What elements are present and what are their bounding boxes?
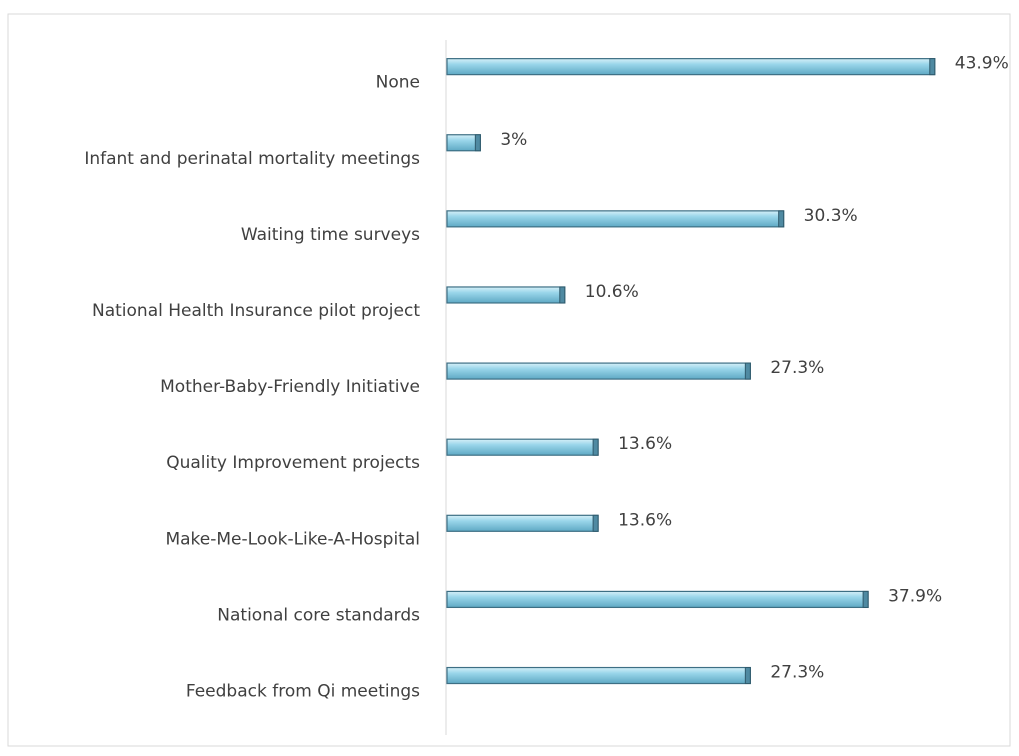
y-tick-label: Make-Me-Look-Like-A-Hospital [165,529,420,549]
bar [446,58,936,76]
y-tick-label: Feedback from Qi meetings [186,682,420,702]
bar [446,286,566,304]
y-tick-label: None [376,73,420,93]
data-label: 13.6% [618,510,672,530]
bar-end-cap [744,667,751,685]
bar [446,514,599,532]
bar-end-cap [744,362,751,380]
y-tick-label: National core standards [217,605,420,625]
bar-end-cap [929,58,936,76]
bar [446,438,599,456]
data-label: 3% [500,130,527,150]
bar-end-cap [592,514,599,532]
data-label: 37.9% [888,586,942,606]
bar-end-cap [778,210,785,228]
y-tick-label: National Health Insurance pilot project [92,301,420,321]
bar-end-cap [474,134,481,152]
bar [446,666,751,685]
data-label: 30.3% [804,206,858,226]
y-tick-label: Infant and perinatal mortality meetings [84,149,420,169]
data-label: 27.3% [770,663,824,683]
y-tick-label: Mother-Baby-Friendly Initiative [160,377,420,397]
bar-end-cap [592,438,599,456]
y-tick-label: Quality Improvement projects [166,453,420,473]
data-label: 27.3% [770,358,824,378]
data-label: 13.6% [618,434,672,454]
y-tick-label: Waiting time surveys [241,225,420,245]
bar-end-cap [559,286,566,304]
chart-border [7,13,1011,747]
bar [446,362,751,380]
data-label: 10.6% [585,282,639,302]
bar [446,210,785,228]
bar [446,590,869,609]
bar-end-cap [862,590,869,608]
data-label: 43.9% [955,54,1009,74]
